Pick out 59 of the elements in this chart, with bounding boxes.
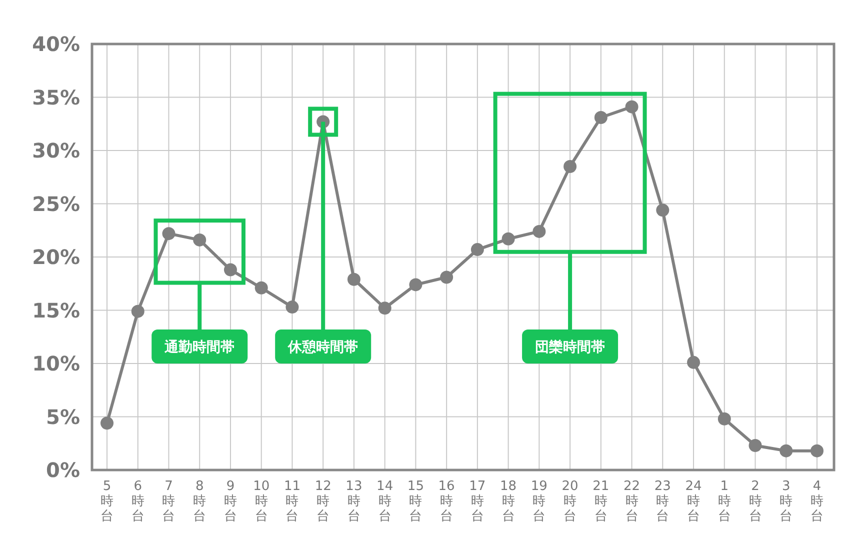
x-tick-label: 19時台	[530, 479, 548, 524]
point	[532, 224, 546, 238]
x-tick-label: 18時台	[500, 479, 517, 524]
x-tick-label: 16時台	[438, 479, 455, 524]
point	[100, 416, 114, 430]
point	[409, 278, 422, 292]
x-tick-label: 24時台	[685, 479, 702, 524]
x-tick-label: 1時台	[718, 479, 731, 524]
point	[224, 263, 237, 276]
annotation: 休憩時間帯	[287, 339, 358, 356]
point	[502, 232, 515, 246]
point	[347, 272, 360, 286]
y-tick-label: 5%	[46, 404, 80, 429]
point	[162, 227, 176, 240]
y-tick-label: 10%	[32, 352, 80, 376]
x-tick-label: 20時台	[562, 479, 578, 524]
point	[254, 281, 268, 294]
point	[687, 356, 700, 369]
x-tick-label: 21時台	[592, 479, 610, 524]
x-tick-label: 9時台	[224, 479, 237, 524]
point	[748, 439, 762, 452]
x-tick-label: 13時台	[346, 479, 362, 524]
x-tick-label: 4時台	[810, 479, 824, 524]
annotation: 通勤時間帯	[164, 338, 235, 356]
y-tick-label: 35%	[32, 85, 80, 110]
x-tick-label: 8時台	[193, 479, 206, 524]
x-tick-label: 14時台	[376, 479, 394, 524]
x-tick-label: 6時台	[131, 479, 144, 524]
x-tick-label: 22時台	[624, 479, 640, 524]
y-tick-label: 40%	[32, 32, 80, 56]
point	[440, 270, 454, 284]
point	[656, 204, 670, 217]
point	[286, 300, 299, 314]
point	[625, 100, 638, 114]
point	[564, 160, 577, 173]
point	[780, 444, 793, 458]
x-tick-label: 23時台	[654, 479, 671, 524]
point	[131, 304, 144, 318]
x-tick-label: 7時台	[162, 479, 176, 524]
point	[470, 243, 484, 256]
annotation: 団欒時間帯	[535, 338, 606, 356]
point	[378, 302, 392, 315]
point	[718, 412, 731, 426]
x-tick-label: 10時台	[253, 479, 270, 524]
x-tick-label: 11時台	[284, 479, 300, 524]
x-tick-label: 17時台	[469, 479, 486, 524]
point	[193, 233, 206, 246]
point	[810, 444, 824, 458]
y-tick-label: 15%	[32, 298, 80, 322]
y-tick-label: 25%	[32, 192, 80, 216]
x-tick-label: 12時台	[314, 479, 332, 524]
x-tick-label: 2時台	[748, 479, 762, 524]
x-tick-label: 15時台	[407, 479, 424, 524]
x-tick-label: 5時台	[100, 479, 114, 524]
y-tick-label: 30%	[32, 138, 80, 162]
y-tick-label: 0%	[46, 458, 80, 482]
point	[594, 110, 608, 124]
x-tick-label: 3時台	[780, 479, 793, 524]
y-tick-label: 20%	[32, 245, 80, 269]
